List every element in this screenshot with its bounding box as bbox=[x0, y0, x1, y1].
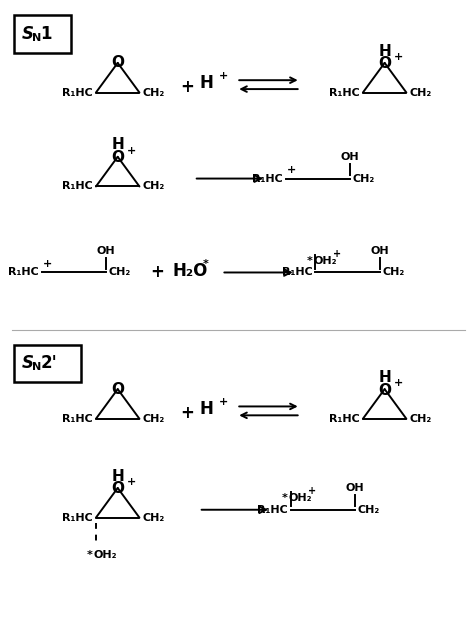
Text: R₁HC: R₁HC bbox=[62, 87, 93, 97]
Text: *: * bbox=[203, 259, 209, 269]
Text: O: O bbox=[378, 57, 391, 72]
Bar bbox=[14, 16, 71, 53]
Text: OH: OH bbox=[97, 246, 115, 256]
Text: O: O bbox=[111, 482, 124, 497]
Text: R₁HC: R₁HC bbox=[8, 268, 38, 278]
Text: CH₂: CH₂ bbox=[142, 414, 164, 424]
Text: R₁HC: R₁HC bbox=[282, 268, 312, 278]
Text: CH₂: CH₂ bbox=[410, 414, 432, 424]
Text: *: * bbox=[307, 256, 312, 266]
Text: 2': 2' bbox=[41, 354, 57, 372]
Text: OH₂: OH₂ bbox=[94, 550, 118, 560]
Text: 1: 1 bbox=[41, 25, 52, 43]
Text: CH₂: CH₂ bbox=[410, 87, 432, 97]
Text: H₂O: H₂O bbox=[172, 261, 208, 279]
Text: +: + bbox=[150, 264, 164, 281]
Text: +: + bbox=[127, 477, 136, 487]
Text: *: * bbox=[282, 493, 288, 503]
Text: CH₂: CH₂ bbox=[109, 268, 131, 278]
Text: CH₂: CH₂ bbox=[383, 268, 405, 278]
Text: +: + bbox=[127, 146, 136, 156]
Text: CH₂: CH₂ bbox=[358, 505, 380, 515]
Text: R₁HC: R₁HC bbox=[62, 414, 93, 424]
Text: OH: OH bbox=[346, 483, 365, 493]
Text: CH₂: CH₂ bbox=[142, 181, 164, 192]
Text: H: H bbox=[111, 468, 124, 484]
Text: R₁HC: R₁HC bbox=[329, 87, 360, 97]
Text: O: O bbox=[378, 382, 391, 398]
Text: +: + bbox=[219, 71, 228, 81]
Text: S: S bbox=[22, 25, 34, 43]
Text: S: S bbox=[22, 354, 34, 372]
Text: CH₂: CH₂ bbox=[353, 173, 375, 183]
Text: H: H bbox=[378, 43, 391, 58]
Text: +: + bbox=[219, 397, 228, 407]
Text: N: N bbox=[32, 362, 41, 372]
Text: OH₂: OH₂ bbox=[313, 256, 337, 266]
Text: *: * bbox=[87, 550, 93, 560]
Bar bbox=[14, 345, 81, 382]
Text: H: H bbox=[378, 370, 391, 385]
Text: R₁HC: R₁HC bbox=[257, 505, 288, 515]
Text: R₁HC: R₁HC bbox=[329, 414, 360, 424]
Text: OH: OH bbox=[370, 246, 389, 256]
Text: O: O bbox=[111, 55, 124, 70]
Text: +: + bbox=[333, 249, 341, 259]
Text: CH₂: CH₂ bbox=[142, 512, 164, 522]
Text: +: + bbox=[287, 165, 296, 175]
Text: H: H bbox=[200, 73, 214, 92]
Text: N: N bbox=[32, 33, 41, 43]
Text: CH₂: CH₂ bbox=[142, 87, 164, 97]
Text: OH₂: OH₂ bbox=[289, 493, 312, 503]
Text: +: + bbox=[43, 259, 52, 269]
Text: +: + bbox=[309, 486, 317, 496]
Text: OH: OH bbox=[341, 152, 359, 162]
Text: R₁HC: R₁HC bbox=[252, 173, 283, 183]
Text: +: + bbox=[393, 52, 403, 62]
Text: O: O bbox=[111, 382, 124, 397]
Text: H: H bbox=[111, 138, 124, 153]
Text: O: O bbox=[111, 150, 124, 165]
Text: R₁HC: R₁HC bbox=[62, 181, 93, 192]
Text: +: + bbox=[180, 404, 194, 422]
Text: H: H bbox=[200, 400, 214, 418]
Text: +: + bbox=[393, 378, 403, 388]
Text: +: + bbox=[180, 78, 194, 95]
Text: R₁HC: R₁HC bbox=[62, 512, 93, 522]
